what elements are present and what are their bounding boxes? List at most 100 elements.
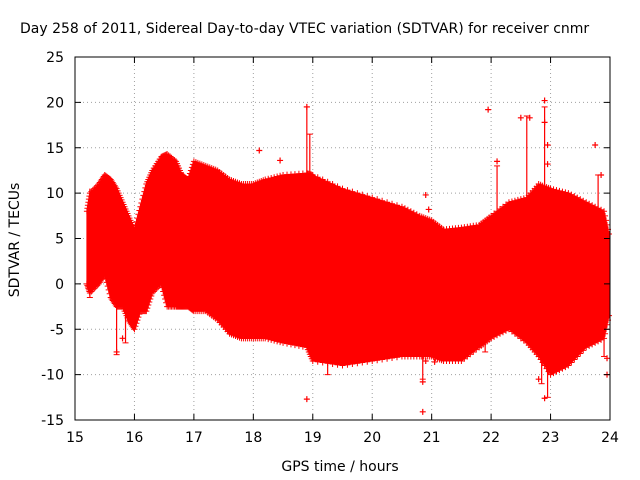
outlier-point bbox=[541, 395, 548, 402]
edge-marker bbox=[374, 196, 381, 203]
edge-marker bbox=[359, 191, 366, 198]
x-tick-label: 21 bbox=[423, 430, 441, 446]
edge-marker bbox=[274, 338, 281, 345]
edge-marker bbox=[393, 202, 400, 209]
outlier-point bbox=[303, 103, 310, 110]
edge-marker bbox=[141, 188, 148, 195]
edge-marker bbox=[186, 170, 193, 177]
edge-marker bbox=[138, 199, 145, 206]
edge-marker bbox=[299, 343, 306, 350]
edge-marker bbox=[145, 302, 152, 309]
edge-marker bbox=[580, 347, 587, 354]
edge-marker bbox=[535, 353, 542, 360]
edge-marker bbox=[314, 358, 321, 365]
edge-marker bbox=[550, 186, 557, 193]
edge-marker bbox=[602, 330, 609, 337]
edge-marker bbox=[102, 275, 109, 282]
outlier-point bbox=[113, 348, 120, 355]
edge-marker bbox=[133, 218, 140, 225]
edge-marker bbox=[104, 283, 111, 290]
edge-marker bbox=[541, 362, 548, 369]
axis-ticks: 15 16 17 18 19 20 21 22 23 24 -15 -10 -5 0 5 10 15 20 25 bbox=[41, 50, 619, 446]
edge-marker bbox=[185, 173, 192, 180]
edge-marker bbox=[324, 178, 331, 185]
edge-marker bbox=[604, 221, 611, 228]
edge-marker bbox=[131, 326, 138, 333]
x-axis-label: GPS time / hours bbox=[281, 459, 398, 475]
edge-marker bbox=[505, 199, 512, 206]
outlier-point bbox=[517, 114, 524, 121]
outlier-point bbox=[419, 378, 426, 385]
x-tick-label: 15 bbox=[66, 430, 84, 446]
outlier-point bbox=[544, 142, 551, 149]
edge-marker bbox=[262, 335, 269, 342]
outlier-point bbox=[431, 358, 438, 365]
edge-marker bbox=[379, 197, 386, 204]
edge-marker bbox=[271, 174, 278, 181]
edge-marker bbox=[329, 181, 336, 188]
edge-marker bbox=[539, 359, 546, 366]
edge-marker bbox=[134, 317, 141, 324]
edge-marker bbox=[132, 222, 139, 229]
edge-marker bbox=[520, 195, 527, 202]
edge-marker bbox=[389, 200, 396, 207]
outlier-point bbox=[119, 335, 126, 342]
edge-marker bbox=[134, 215, 141, 222]
y-tick-label: 25 bbox=[46, 50, 64, 66]
outlier-point bbox=[598, 171, 605, 178]
y-tick-label: -15 bbox=[41, 413, 64, 429]
x-tick-label: 18 bbox=[244, 430, 262, 446]
edge-marker bbox=[574, 353, 581, 360]
edge-marker bbox=[142, 184, 149, 191]
edge-marker bbox=[562, 189, 569, 196]
edge-marker bbox=[162, 296, 169, 302]
edge-marker bbox=[277, 339, 284, 346]
edge-marker bbox=[354, 360, 361, 367]
y-tick-label: -5 bbox=[50, 322, 64, 338]
edge-marker bbox=[271, 337, 278, 344]
edge-marker bbox=[105, 286, 112, 293]
edge-marker bbox=[184, 176, 191, 183]
edge-marker bbox=[344, 361, 351, 368]
edge-marker bbox=[359, 359, 366, 366]
y-tick-label: 20 bbox=[46, 95, 64, 111]
edge-marker bbox=[136, 207, 143, 214]
edge-marker bbox=[354, 190, 361, 197]
edge-marker bbox=[135, 211, 142, 218]
x-tick-label: 16 bbox=[126, 430, 144, 446]
outlier-point bbox=[604, 355, 611, 362]
edge-marker bbox=[291, 342, 298, 349]
edge-marker bbox=[280, 339, 287, 346]
outlier-point bbox=[303, 396, 310, 403]
edge-marker bbox=[604, 321, 611, 328]
edge-marker bbox=[160, 288, 167, 295]
edge-marker bbox=[103, 279, 110, 286]
edge-marker bbox=[369, 194, 376, 201]
edge-marker bbox=[364, 358, 371, 365]
y-tick-label: 0 bbox=[55, 277, 64, 293]
edge-marker bbox=[265, 175, 272, 182]
outlier-point bbox=[526, 114, 533, 121]
edge-marker bbox=[349, 188, 356, 195]
edge-marker bbox=[329, 361, 336, 368]
edge-marker bbox=[101, 271, 108, 278]
edge-marker bbox=[384, 355, 391, 362]
edge-marker bbox=[135, 314, 142, 321]
edge-marker bbox=[262, 176, 269, 183]
edge-marker bbox=[171, 157, 178, 164]
edge-marker bbox=[274, 173, 281, 180]
edge-marker bbox=[602, 212, 609, 219]
x-tick-label: 23 bbox=[542, 430, 560, 446]
y-tick-label: 10 bbox=[46, 186, 64, 202]
edge-marker bbox=[268, 175, 275, 181]
edge-marker bbox=[547, 185, 554, 192]
edge-marker bbox=[163, 299, 170, 306]
outlier-point bbox=[541, 97, 548, 104]
y-axis-label: SDTVAR / TECUs bbox=[7, 183, 23, 298]
edge-marker bbox=[319, 176, 326, 183]
edge-marker bbox=[334, 361, 341, 368]
edge-marker bbox=[132, 323, 139, 330]
edge-marker bbox=[384, 199, 391, 206]
edge-marker bbox=[577, 350, 584, 357]
